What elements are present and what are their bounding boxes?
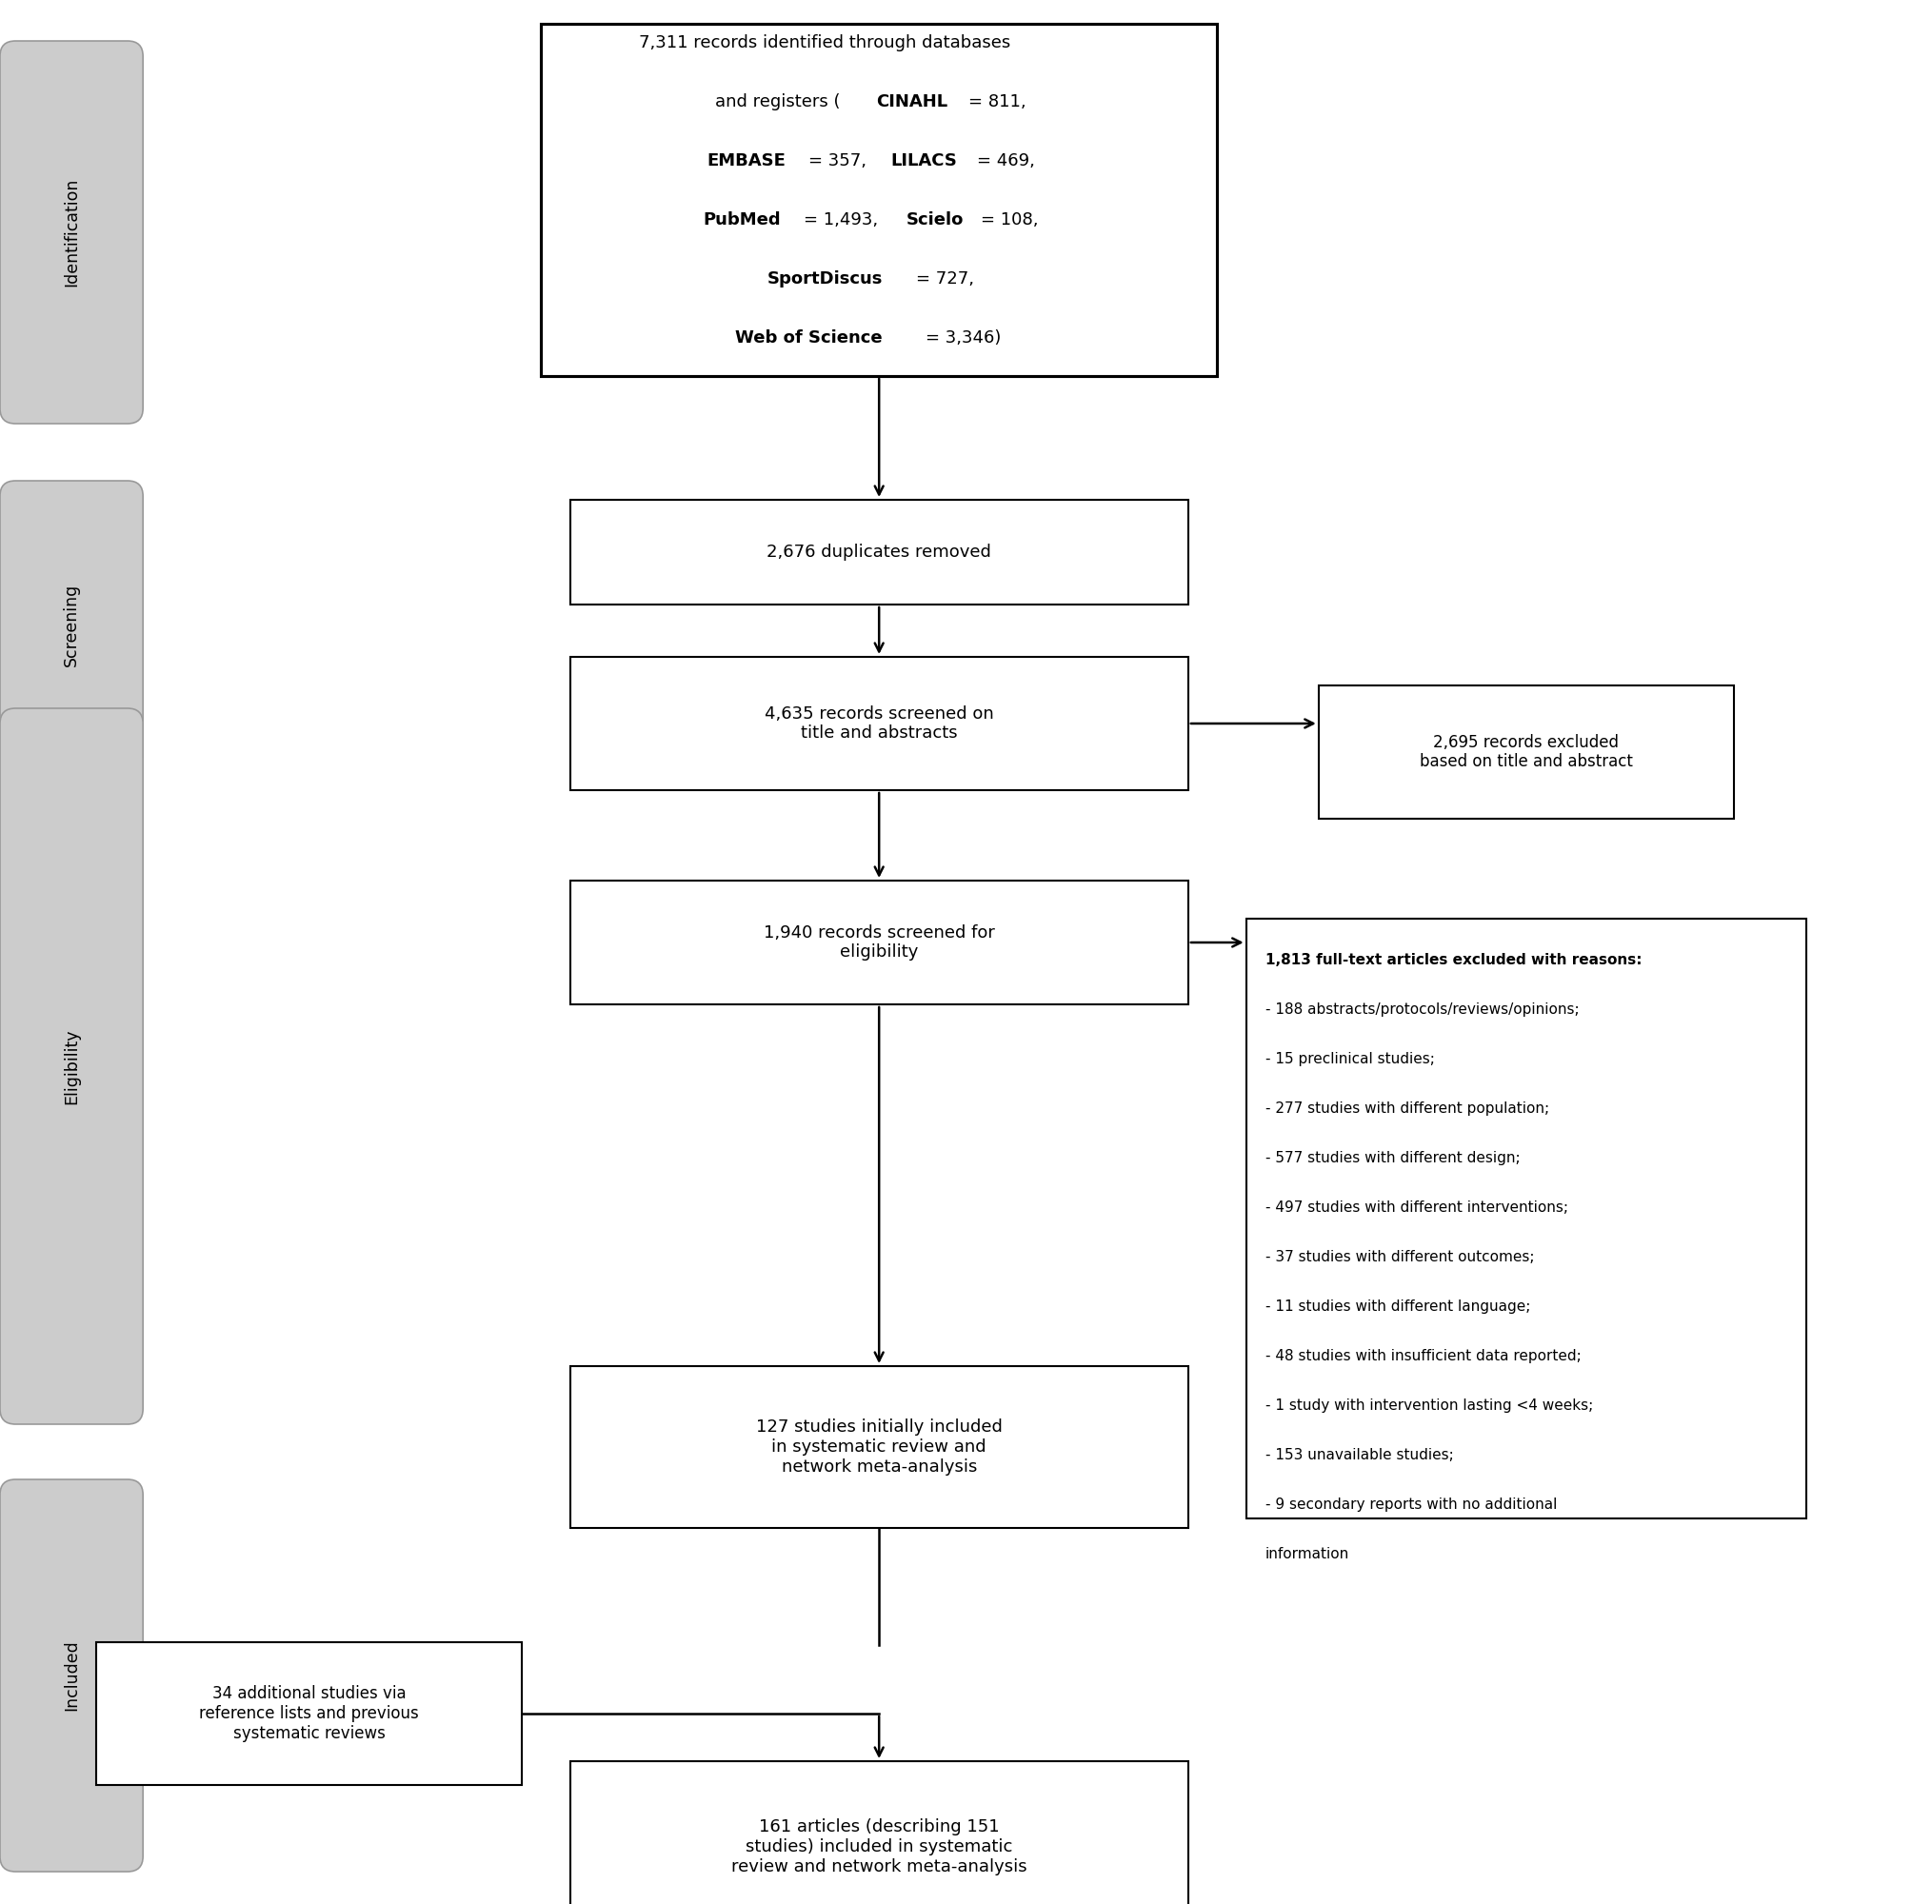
Bar	[541, 23, 1217, 377]
Text: = 811,: = 811,	[968, 93, 1026, 110]
Text: Scielo: Scielo	[906, 211, 964, 228]
Text: - 153 unavailable studies;: - 153 unavailable studies;	[1265, 1449, 1453, 1462]
FancyBboxPatch shape	[0, 480, 143, 767]
Bar	[570, 1761, 1188, 1904]
Text: - 11 studies with different language;: - 11 studies with different language;	[1265, 1300, 1530, 1314]
Text: = 469,: = 469,	[976, 152, 1034, 169]
FancyBboxPatch shape	[0, 1479, 143, 1872]
Text: = 357,: = 357,	[810, 152, 871, 169]
Text: 161 articles (describing 151
studies) included in systematic
review and network : 161 articles (describing 151 studies) in…	[730, 1818, 1028, 1875]
Text: Included: Included	[64, 1639, 79, 1712]
Text: 2,695 records excluded
based on title and abstract: 2,695 records excluded based on title an…	[1420, 733, 1633, 771]
Text: = 108,: = 108,	[981, 211, 1037, 228]
Text: 7,311 records identified through databases: 7,311 records identified through databas…	[639, 34, 1010, 51]
Text: 127 studies initially included
in systematic review and
network meta-analysis: 127 studies initially included in system…	[755, 1418, 1003, 1476]
Text: - 9 secondary reports with no additional: - 9 secondary reports with no additional	[1265, 1497, 1557, 1512]
Text: information: information	[1265, 1546, 1349, 1561]
Text: - 497 studies with different interventions;: - 497 studies with different interventio…	[1265, 1201, 1569, 1215]
Text: 34 additional studies via
reference lists and previous
systematic reviews: 34 additional studies via reference list…	[199, 1685, 419, 1742]
Text: Screening: Screening	[64, 583, 79, 666]
Text: Web of Science: Web of Science	[736, 329, 883, 347]
Text: = 3,346): = 3,346)	[925, 329, 1001, 347]
Text: 1,940 records screened for
eligibility: 1,940 records screened for eligibility	[763, 923, 995, 962]
Text: - 277 studies with different population;: - 277 studies with different population;	[1265, 1101, 1549, 1116]
Bar	[570, 1367, 1188, 1527]
FancyBboxPatch shape	[0, 42, 143, 425]
Text: 1,813 full-text articles excluded with reasons:: 1,813 full-text articles excluded with r…	[1265, 954, 1642, 967]
Text: - 577 studies with different design;: - 577 studies with different design;	[1265, 1150, 1520, 1165]
Text: = 1,493,: = 1,493,	[804, 211, 883, 228]
Bar	[97, 1641, 522, 1786]
Text: Eligibility: Eligibility	[64, 1028, 79, 1104]
Text: - 188 abstracts/protocols/reviews/opinions;: - 188 abstracts/protocols/reviews/opinio…	[1265, 1002, 1578, 1017]
FancyBboxPatch shape	[0, 708, 143, 1424]
Text: - 48 studies with insufficient data reported;: - 48 studies with insufficient data repo…	[1265, 1348, 1582, 1363]
Text: and registers (: and registers (	[715, 93, 840, 110]
Text: = 727,: = 727,	[916, 270, 974, 288]
Text: SportDiscus: SportDiscus	[767, 270, 883, 288]
Text: - 15 preclinical studies;: - 15 preclinical studies;	[1265, 1051, 1435, 1066]
Bar	[1320, 685, 1735, 819]
Bar	[570, 499, 1188, 605]
Text: CINAHL: CINAHL	[877, 93, 949, 110]
Bar	[1246, 920, 1806, 1519]
Text: - 1 study with intervention lasting <4 weeks;: - 1 study with intervention lasting <4 w…	[1265, 1398, 1594, 1413]
Bar	[570, 657, 1188, 790]
Text: 4,635 records screened on
title and abstracts: 4,635 records screened on title and abst…	[765, 704, 993, 743]
Text: 2,676 duplicates removed: 2,676 duplicates removed	[767, 545, 991, 560]
Text: EMBASE: EMBASE	[707, 152, 786, 169]
Text: Identification: Identification	[64, 177, 79, 288]
Text: - 37 studies with different outcomes;: - 37 studies with different outcomes;	[1265, 1251, 1534, 1264]
Bar	[570, 880, 1188, 1003]
Text: LILACS: LILACS	[891, 152, 956, 169]
Text: PubMed: PubMed	[703, 211, 781, 228]
